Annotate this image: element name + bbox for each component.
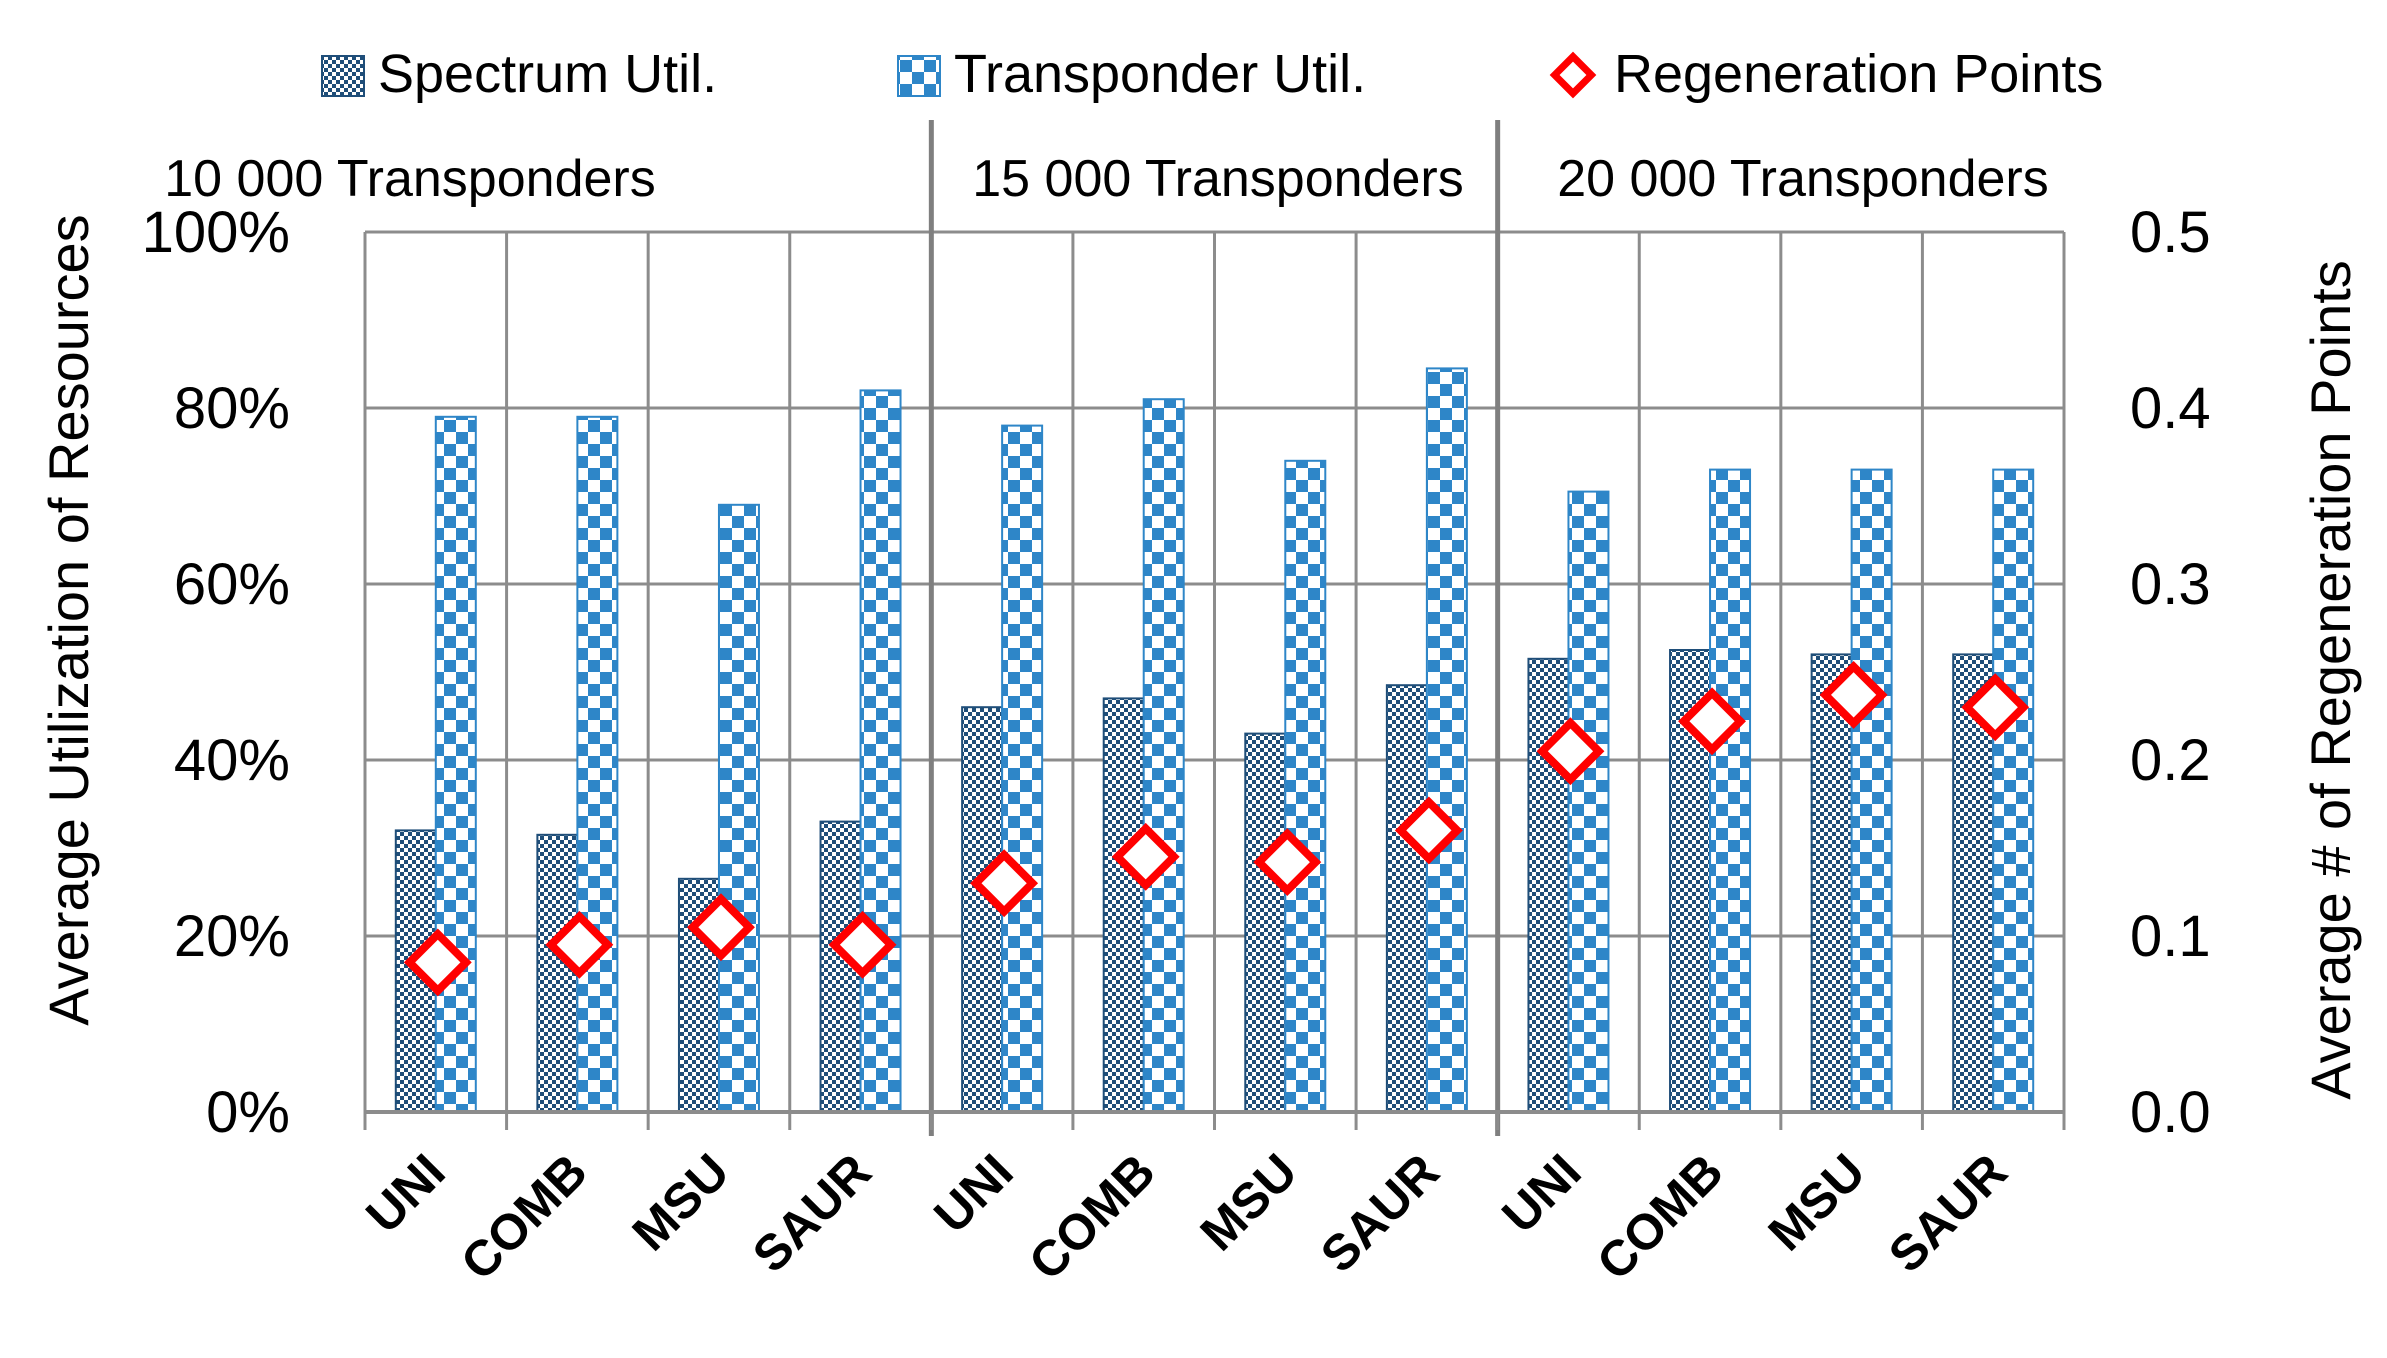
x-tick-label: MSU	[1190, 1143, 1308, 1261]
bar-spectrum-util	[1244, 732, 1287, 1113]
legend-swatch-spectrum	[321, 55, 365, 97]
marker-regeneration-point	[545, 910, 614, 979]
marker-regeneration-point	[403, 928, 472, 997]
marker-regeneration-point	[1394, 796, 1463, 865]
bar-spectrum-util	[1385, 684, 1428, 1113]
gridlines	[363, 230, 2066, 1114]
x-tick-label: UNI	[923, 1143, 1023, 1243]
y-left-tick: 20%	[174, 904, 290, 969]
bar-transponder-util	[859, 389, 902, 1113]
y-left-tick: 60%	[174, 552, 290, 617]
legend: Spectrum Util. Transponder Util. Regener…	[321, 44, 2103, 104]
legend-label-regeneration: Regeneration Points	[1614, 44, 2103, 104]
bar-transponder-util	[434, 415, 477, 1113]
marker-regeneration-point	[1678, 687, 1746, 756]
marker-regeneration-point	[1819, 660, 1888, 729]
y-left-tick: 40%	[174, 728, 290, 793]
bar-transponder-util	[1709, 468, 1752, 1114]
y-right-tick: 0.3	[2130, 552, 2211, 617]
bar-transponder-util	[1001, 424, 1044, 1114]
y-right-tick: 0.0	[2130, 1080, 2211, 1145]
bar-transponder-util	[1284, 459, 1327, 1113]
bar-transponder-util	[1992, 468, 2035, 1114]
marker-regeneration-point	[828, 910, 897, 979]
marker-regeneration-point	[1253, 828, 1322, 897]
y-right-tick: 0.1	[2130, 904, 2211, 969]
y-left-tick: 100%	[142, 200, 290, 265]
marker-regeneration-point	[687, 893, 755, 962]
x-tick-label: SAUR	[1310, 1143, 1450, 1283]
bar-spectrum-util	[1527, 657, 1570, 1113]
group-labels: 10 000 Transponders 15 000 Transponders …	[164, 150, 2048, 208]
x-tick-label: COMB	[1018, 1143, 1166, 1291]
bar-spectrum-util	[1102, 697, 1145, 1114]
x-tick-labels: UNI COMB MSU SAUR UNI COMB MSU SAUR UNI …	[355, 1143, 2017, 1291]
marker-regeneration-point	[1961, 673, 2030, 742]
bar-spectrum-util	[1810, 653, 1853, 1114]
y-right-tick: 0.5	[2130, 200, 2211, 265]
group-label-15000: 15 000 Transponders	[972, 150, 1463, 208]
y-left-tick: 80%	[174, 376, 290, 441]
y-left-axis-label: Average Utilization of Resources	[37, 214, 100, 1025]
bars	[394, 367, 2035, 1114]
group-label-10000: 10 000 Transponders	[164, 150, 655, 208]
bar-transponder-util	[1567, 490, 1610, 1114]
x-tick-label: COMB	[450, 1143, 598, 1291]
legend-marker-regeneration	[1549, 51, 1597, 99]
bar-transponder-util	[1425, 367, 1468, 1113]
bar-spectrum-util	[536, 833, 579, 1113]
marker-regeneration-point	[970, 849, 1039, 918]
group-label-20000: 20 000 Transponders	[1557, 150, 2048, 208]
y-right-tick: 0.4	[2130, 376, 2211, 441]
legend-swatch-transponder	[897, 55, 941, 97]
legend-label-transponder: Transponder Util.	[954, 44, 1366, 104]
x-tick-label: UNI	[355, 1143, 455, 1243]
y-right-axis-label: Average # of Regeneration Points	[2299, 260, 2362, 1100]
axes	[363, 1110, 2066, 1130]
x-tick-label: UNI	[1491, 1143, 1591, 1243]
x-tick-label: SAUR	[742, 1143, 882, 1283]
y-right-tick-labels: 0.0 0.1 0.2 0.3 0.4 0.5	[2130, 200, 2211, 1145]
y-left-tick-labels: 0% 20% 40% 60% 80% 100%	[142, 200, 290, 1145]
marker-regeneration-point	[1111, 822, 1180, 891]
x-tick-label: COMB	[1586, 1143, 1734, 1291]
y-left-tick: 0%	[206, 1080, 290, 1145]
legend-label-spectrum: Spectrum Util.	[378, 44, 717, 104]
x-tick-label: MSU	[622, 1143, 740, 1261]
bar-spectrum-util	[961, 706, 1004, 1113]
bar-transponder-util	[1142, 398, 1185, 1113]
x-tick-label: SAUR	[1878, 1143, 2018, 1283]
bar-transponder-util	[1850, 468, 1893, 1114]
group-dividers	[928, 120, 1501, 1136]
y-right-tick: 0.2	[2130, 728, 2211, 793]
x-tick-label: MSU	[1758, 1143, 1876, 1261]
regeneration-markers	[403, 660, 2030, 997]
bar-transponder-util	[576, 415, 619, 1113]
bar-transponder-util	[717, 503, 760, 1113]
marker-regeneration-point	[1536, 717, 1605, 786]
